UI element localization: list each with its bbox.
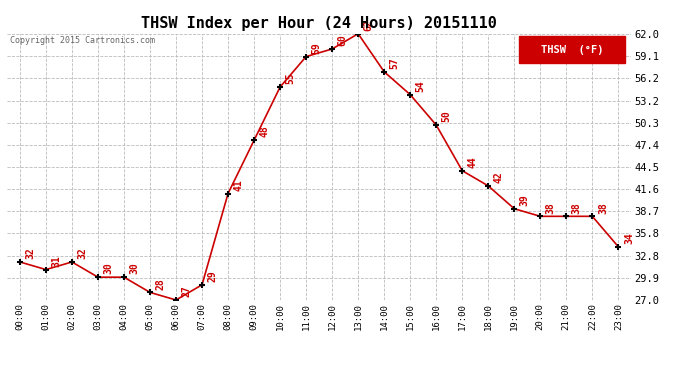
Text: 32: 32 <box>77 248 88 259</box>
Text: 29: 29 <box>208 270 217 282</box>
Text: 57: 57 <box>390 57 400 69</box>
Text: 55: 55 <box>286 72 295 84</box>
Bar <box>519 36 625 63</box>
Text: 50: 50 <box>442 111 452 122</box>
Text: 27: 27 <box>181 285 192 297</box>
Text: 59: 59 <box>312 42 322 54</box>
Text: 32: 32 <box>26 248 35 259</box>
Text: 42: 42 <box>494 171 504 183</box>
Title: THSW Index per Hour (24 Hours) 20151110: THSW Index per Hour (24 Hours) 20151110 <box>141 16 497 31</box>
Text: 30: 30 <box>104 262 114 274</box>
Text: 41: 41 <box>234 179 244 191</box>
Text: 48: 48 <box>259 126 270 138</box>
Text: Copyright 2015 Cartronics.com: Copyright 2015 Cartronics.com <box>10 36 155 45</box>
Text: 54: 54 <box>416 80 426 92</box>
Text: 60: 60 <box>337 34 348 46</box>
Text: 34: 34 <box>624 232 634 244</box>
Text: 44: 44 <box>468 156 477 168</box>
Text: 39: 39 <box>520 194 530 206</box>
Text: 38: 38 <box>598 202 608 213</box>
Text: 62: 62 <box>364 19 374 31</box>
Text: 38: 38 <box>546 202 556 213</box>
Text: 30: 30 <box>130 262 139 274</box>
Text: 38: 38 <box>572 202 582 213</box>
Text: 28: 28 <box>155 278 166 290</box>
Text: 31: 31 <box>52 255 61 267</box>
Text: THSW  (°F): THSW (°F) <box>541 45 603 55</box>
